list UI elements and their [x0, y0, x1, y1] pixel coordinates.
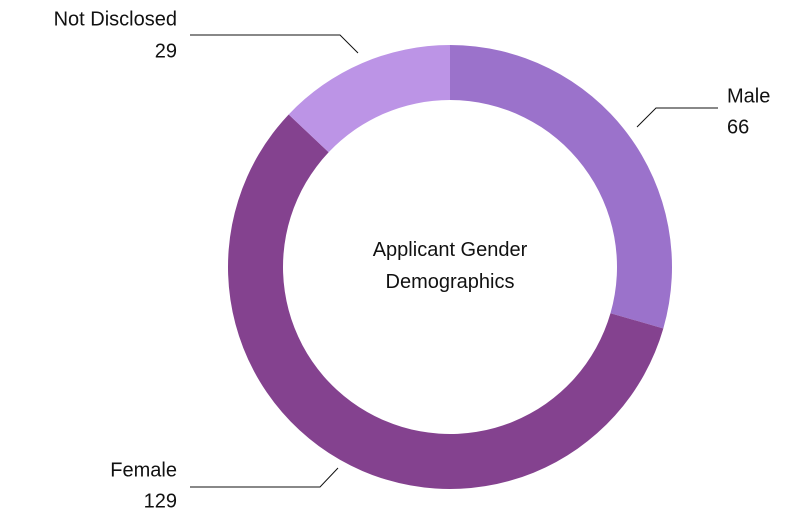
- slice-label: Male: [727, 85, 770, 107]
- donut-slice: [450, 45, 673, 329]
- leader-line: [190, 34, 359, 54]
- donut-slice: [288, 45, 450, 153]
- slice-value: 66: [727, 116, 749, 138]
- slice-label: Not Disclosed: [54, 8, 177, 30]
- slice-label: Female: [110, 459, 177, 481]
- leader-line: [190, 467, 339, 488]
- slice-value: 129: [144, 490, 177, 512]
- leader-line: [636, 107, 718, 128]
- slice-value: 29: [155, 40, 177, 62]
- chart-title: Applicant Gender Demographics: [372, 239, 528, 293]
- donut-slice: [228, 114, 664, 489]
